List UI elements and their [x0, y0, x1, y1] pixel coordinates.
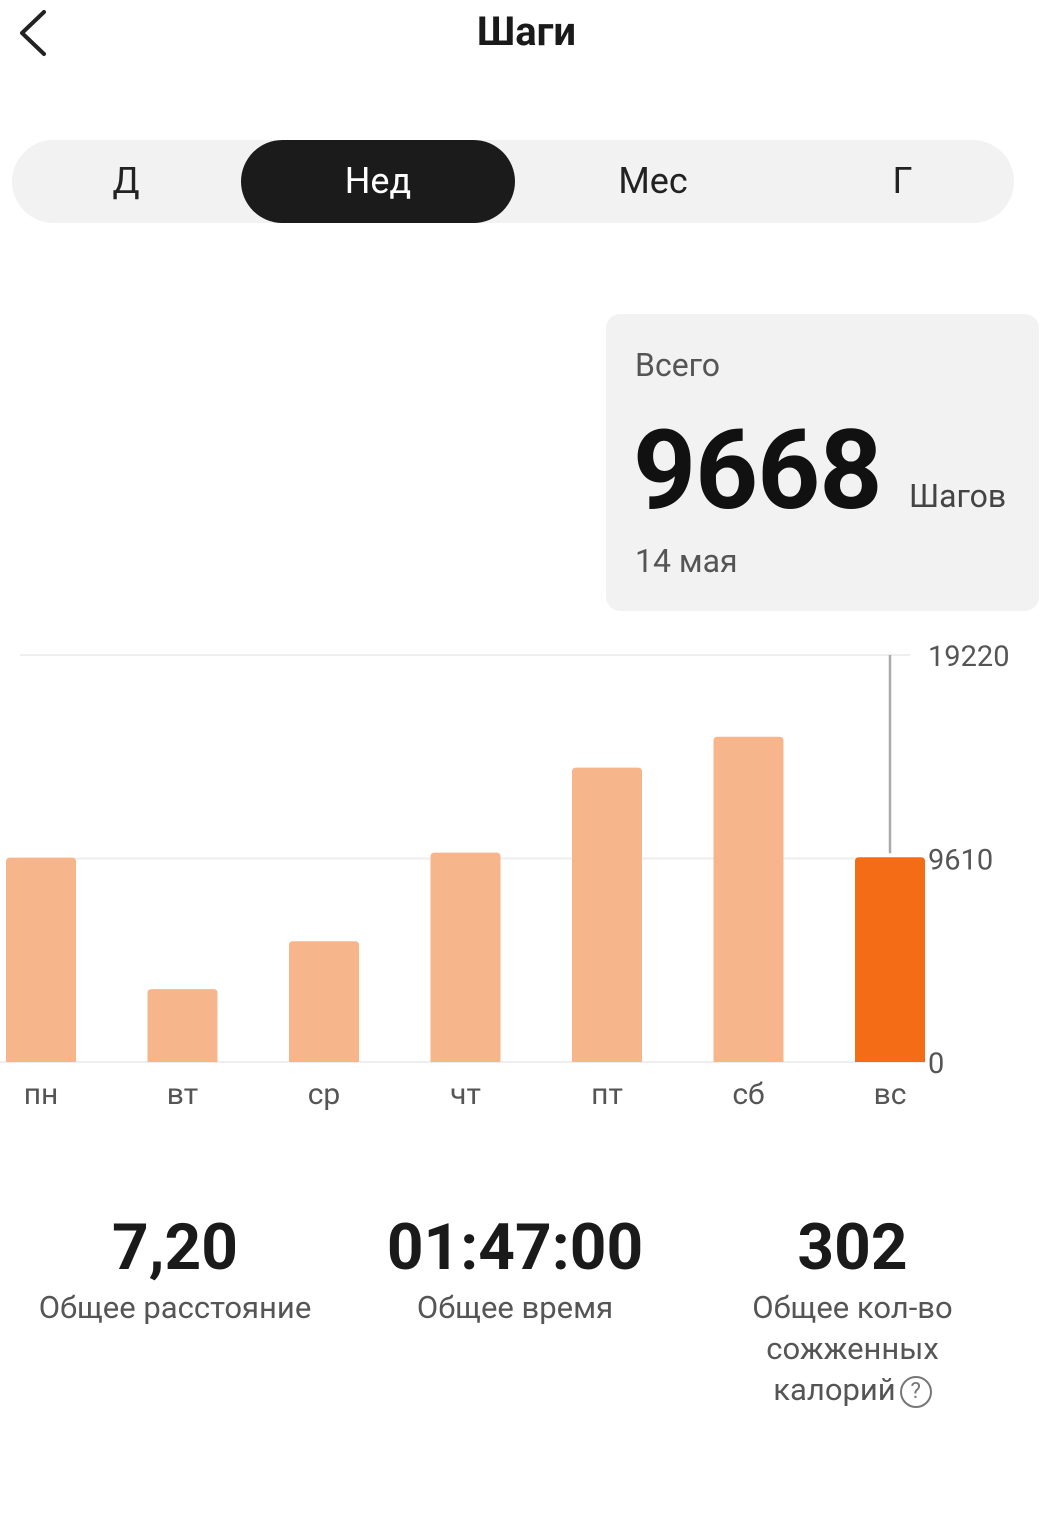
- bar[interactable]: [855, 857, 925, 1062]
- calories-value: 302: [797, 1210, 908, 1285]
- calories-label-line: сожженных: [766, 1330, 939, 1367]
- calories-label-line: калорий: [773, 1371, 896, 1408]
- x-tick-label: ср: [308, 1077, 341, 1112]
- x-tick-label: вс: [874, 1077, 907, 1112]
- tab-month[interactable]: Мес: [618, 160, 688, 202]
- chevron-left-icon: [20, 10, 46, 56]
- x-tick-label: вт: [167, 1077, 198, 1112]
- tab-year[interactable]: Г: [892, 160, 913, 202]
- question-circle-icon[interactable]: ?: [899, 1375, 932, 1408]
- summary-label: Всего: [635, 346, 721, 384]
- distance-value: 7,20: [112, 1210, 238, 1285]
- bar[interactable]: [572, 767, 642, 1062]
- x-tick-label: сб: [732, 1077, 764, 1112]
- summary-date: 14 мая: [635, 542, 738, 580]
- bar[interactable]: [430, 852, 501, 1062]
- bar[interactable]: [289, 941, 359, 1062]
- page-title: Шаги: [476, 8, 577, 55]
- x-tick-label: чт: [450, 1077, 481, 1112]
- stat-time: 01:47:00 Общее время: [340, 1210, 690, 1328]
- calories-label: Общее кол-во сожженных калорий?: [700, 1287, 1005, 1410]
- summary-unit: Шагов: [909, 477, 1007, 515]
- steps-bar-chart: 19220 9610 0 пн вт ср чт пт сб вс: [0, 640, 1010, 1112]
- y-tick-label: 9610: [928, 844, 993, 878]
- bar[interactable]: [147, 989, 218, 1062]
- y-tick-label: 19220: [928, 640, 1010, 674]
- period-tabs: Д Нед Мес Г: [12, 140, 1014, 223]
- bar[interactable]: [6, 857, 76, 1062]
- stat-distance: 7,20 Общее расстояние: [0, 1210, 350, 1328]
- time-label: Общее время: [416, 1289, 614, 1326]
- time-value: 01:47:00: [386, 1210, 644, 1285]
- x-tick-label: пн: [24, 1077, 59, 1112]
- bar[interactable]: [713, 736, 784, 1062]
- x-tick-label: пт: [591, 1077, 623, 1112]
- tab-week[interactable]: Нед: [241, 140, 515, 223]
- distance-label: Общее расстояние: [38, 1289, 312, 1326]
- stat-calories: 302 Общее кол-во сожженных калорий?: [700, 1210, 1005, 1410]
- back-button[interactable]: [14, 8, 58, 58]
- summary-value: 9668: [633, 406, 882, 535]
- tab-day[interactable]: Д: [112, 160, 140, 202]
- calories-label-line: Общее кол-во: [752, 1289, 953, 1326]
- y-tick-label: 0: [928, 1047, 944, 1081]
- summary-card: Всего 9668 Шагов 14 мая: [606, 314, 1039, 611]
